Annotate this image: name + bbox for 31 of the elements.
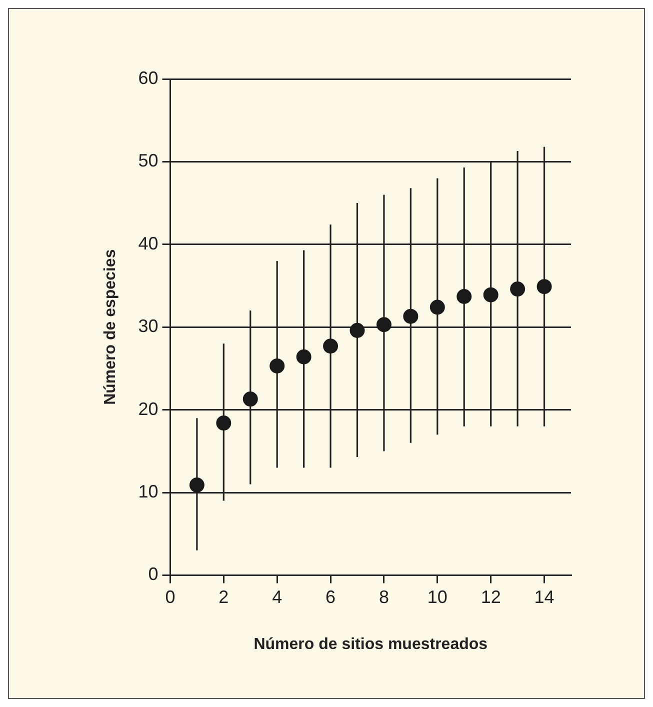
- point: [216, 416, 232, 431]
- x-tick-label: 4: [272, 586, 282, 607]
- y-tick-label: 20: [138, 398, 158, 419]
- point: [376, 317, 392, 332]
- point: [403, 308, 418, 324]
- point: [296, 349, 312, 364]
- point: [456, 289, 472, 304]
- y-tick-label: 30: [138, 316, 158, 336]
- y-tick-label: 40: [138, 233, 158, 254]
- y-tick-label: 60: [138, 68, 158, 88]
- x-tick-label: 12: [480, 586, 501, 607]
- x-tick-label: 6: [326, 586, 336, 607]
- x-tick-label: 14: [534, 586, 554, 607]
- point: [536, 279, 552, 294]
- point: [270, 358, 285, 374]
- point: [242, 392, 258, 407]
- y-tick-label: 50: [138, 150, 158, 171]
- x-tick-label: 2: [218, 586, 229, 607]
- point: [510, 282, 526, 297]
- point: [189, 478, 204, 493]
- x-tick-label: 10: [427, 586, 448, 607]
- y-tick-label: 10: [138, 481, 158, 502]
- x-tick-label: 8: [378, 586, 389, 607]
- x-axis-title: Número de sitios muestreados: [254, 636, 488, 653]
- point: [350, 322, 365, 338]
- point: [323, 338, 338, 354]
- point: [430, 300, 445, 315]
- y-axis-title: Número de especies: [102, 249, 120, 405]
- y-tick-label: 0: [148, 564, 158, 584]
- x-tick-label: 0: [165, 586, 176, 607]
- point: [483, 287, 498, 302]
